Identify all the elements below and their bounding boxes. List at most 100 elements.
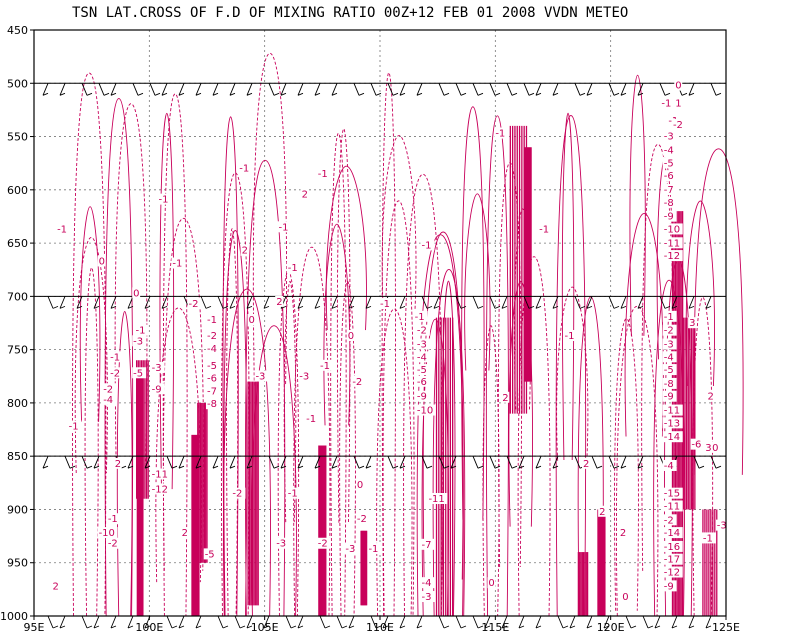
wind-barb-flag: [477, 92, 484, 96]
contour-label: -1: [539, 224, 549, 235]
wind-barb: [569, 615, 576, 629]
contour-label-bg: [206, 359, 220, 371]
contour-label: -1: [108, 514, 118, 525]
contour-line: [421, 318, 449, 617]
wind-barb-flag: [137, 92, 144, 96]
contour-label: -2: [232, 489, 242, 500]
contour-label-bg: [134, 324, 149, 336]
wind-barb: [518, 615, 525, 629]
wind-barb: [59, 83, 66, 96]
wind-barb: [297, 296, 304, 309]
wind-barb-flag: [664, 305, 671, 309]
contour-label-bg: [660, 97, 675, 109]
wind-barb: [263, 615, 270, 629]
y-tick-label: 600: [7, 184, 28, 197]
contour-label-bg: [662, 130, 677, 142]
wind-barb: [229, 83, 236, 96]
wind-barb: [98, 83, 105, 96]
wind-barb: [523, 296, 530, 309]
wind-barb: [472, 456, 479, 469]
contour-label-bg: [206, 372, 220, 384]
wind-barb: [518, 456, 525, 469]
wind-barb-flag: [358, 92, 365, 96]
contour-label: 0: [348, 331, 354, 342]
wind-barb: [620, 83, 627, 96]
wind-barb-flag: [698, 465, 705, 469]
wind-barb: [574, 83, 581, 96]
contour-label-bg: [662, 404, 683, 416]
y-tick-label: 700: [7, 290, 28, 303]
contour-line: [577, 296, 604, 617]
contour-label: -4: [664, 461, 674, 472]
contour-label-bg: [662, 237, 683, 249]
wind-barb: [297, 456, 304, 469]
wind-barb-flag: [205, 305, 212, 309]
wind-barb: [314, 83, 321, 96]
contour-label-bg: [706, 390, 715, 402]
contour-label: -11: [152, 469, 168, 480]
wind-barb-flag: [518, 625, 525, 629]
contour-label-bg: [109, 367, 124, 379]
wind-barb: [586, 615, 593, 629]
wind-barb: [234, 615, 241, 629]
contour-label-bg: [662, 459, 677, 471]
contour-label-bg: [501, 391, 510, 403]
contour-label: -12: [152, 484, 168, 495]
y-tick-label: 500: [7, 77, 28, 90]
wind-barb: [280, 83, 287, 96]
wind-barb-flag: [365, 305, 372, 309]
wind-barb: [382, 615, 389, 629]
contour-label: 2: [182, 528, 188, 539]
contour-label-bg: [662, 527, 683, 539]
wind-barb: [110, 83, 117, 96]
contour-label: -7: [207, 386, 217, 397]
wind-barb-flag: [290, 625, 297, 629]
wind-barb-flag: [477, 625, 484, 629]
contour-label-bg: [150, 361, 165, 373]
contour-label: -5: [664, 158, 674, 169]
wind-barb: [608, 456, 615, 469]
contour-line: [508, 280, 533, 527]
contour-label-bg: [415, 364, 430, 376]
contour-label: -2: [664, 515, 674, 526]
wind-barb: [81, 456, 88, 469]
wind-barb-flag: [324, 625, 331, 629]
contour-label: -9: [664, 212, 674, 223]
wind-barb: [659, 296, 666, 309]
wind-barb: [144, 296, 151, 309]
contour-label-bg: [67, 420, 82, 432]
wind-barb-flag: [263, 625, 270, 629]
wind-barb-flag: [263, 305, 270, 309]
contour-label-bg: [662, 351, 677, 363]
wind-barb: [654, 615, 661, 629]
wind-barb: [603, 615, 610, 629]
wind-barb: [416, 83, 423, 96]
contour-label-bg: [351, 375, 366, 387]
contour-label: -6: [691, 440, 701, 451]
contour-label-bg: [662, 250, 683, 262]
contour-label: -2: [108, 539, 118, 550]
wind-barb-flag: [358, 465, 365, 469]
contour-line: [325, 165, 367, 331]
contour-line: [104, 98, 134, 617]
wind-barb: [178, 615, 185, 629]
wind-barb-flag: [613, 465, 620, 469]
contour-label: -1: [661, 99, 671, 110]
contour-label-bg: [662, 417, 683, 429]
contour-label: -1: [239, 164, 249, 175]
contour-label-bg: [420, 538, 435, 550]
contour-label: -4: [103, 395, 113, 406]
wind-barb: [455, 296, 462, 309]
wind-barb: [586, 296, 593, 309]
wind-barb-flag: [511, 92, 518, 96]
contour-line: [614, 318, 639, 611]
contour-label-bg: [538, 223, 553, 235]
y-tick-label: 850: [7, 450, 28, 463]
contour-line: [277, 270, 300, 617]
wind-barb-flag: [144, 465, 151, 469]
contour-label-bg: [132, 287, 141, 299]
wind-barb-flag: [596, 465, 603, 469]
wind-barb-flag: [222, 625, 229, 629]
wind-barb: [268, 83, 275, 96]
wind-barb: [693, 456, 700, 469]
